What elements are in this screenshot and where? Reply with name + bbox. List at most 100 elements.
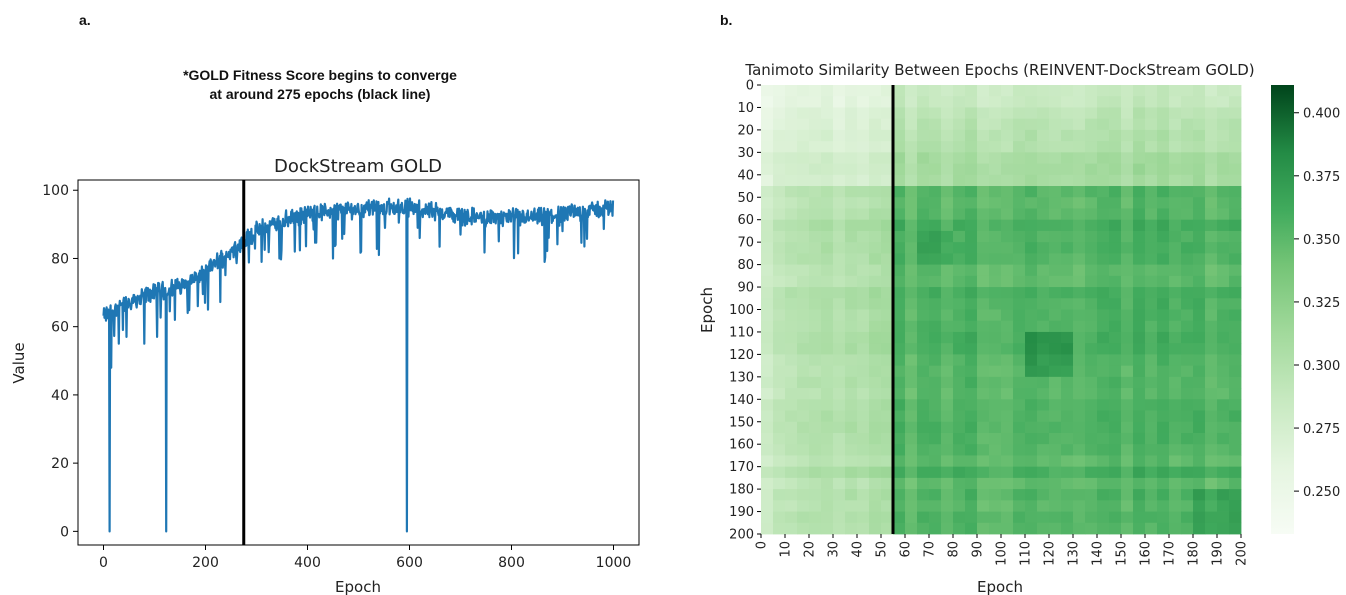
heatmap-cell <box>785 287 798 299</box>
heatmap-cell <box>1145 455 1158 468</box>
heatmap-cell <box>857 432 870 445</box>
heatmap-cell <box>965 174 978 187</box>
y-tick-label: 80 <box>737 258 754 273</box>
heatmap-cell <box>1037 197 1050 209</box>
heatmap-cell <box>1157 455 1170 468</box>
heatmap-cell <box>845 129 858 142</box>
heatmap-cell <box>1097 107 1110 120</box>
heatmap-cell <box>1229 354 1242 367</box>
heatmap-cell <box>1097 320 1110 333</box>
heatmap-cell <box>1061 331 1074 344</box>
colorbar-tick-label: 0.400 <box>1303 107 1340 122</box>
heatmap-cell <box>905 186 918 198</box>
heatmap-cell <box>989 107 1002 120</box>
heatmap-cell <box>905 208 918 221</box>
heatmap-cell <box>881 163 894 176</box>
heatmap-cell <box>1049 186 1062 198</box>
heatmap-cell <box>1169 264 1182 277</box>
heatmap-cell <box>905 376 918 389</box>
heatmap-cell <box>821 85 834 97</box>
heatmap-cell <box>1025 309 1038 322</box>
heatmap-cell <box>1073 477 1086 490</box>
heatmap-cell <box>953 500 966 512</box>
heatmap-cell <box>1001 466 1014 479</box>
heatmap-cell <box>929 376 942 389</box>
heatmap-cell <box>1085 399 1098 411</box>
heatmap-cell <box>1025 365 1038 378</box>
heatmap-cell <box>869 522 882 535</box>
heatmap-cell <box>773 309 786 322</box>
heatmap-cell <box>761 410 774 423</box>
heatmap-cell <box>1109 354 1122 367</box>
heatmap-cell <box>893 287 906 299</box>
heatmap-cell <box>1109 219 1122 232</box>
heatmap-cell <box>1217 152 1230 164</box>
heatmap-cell <box>845 444 858 456</box>
heatmap-cell <box>1001 399 1014 411</box>
heatmap-cell <box>869 331 882 344</box>
heatmap-cell <box>857 522 870 535</box>
heatmap-cell <box>989 118 1002 131</box>
heatmap-cell <box>785 163 798 176</box>
heatmap-cell <box>929 186 942 198</box>
heatmap-cell <box>1169 129 1182 142</box>
heatmap-cell <box>869 197 882 209</box>
heatmap-cell <box>1109 500 1122 512</box>
heatmap-cell <box>1001 309 1014 322</box>
heatmap-cell <box>797 309 810 322</box>
x-tick-label: 180 <box>1187 541 1202 566</box>
heatmap-cell <box>1229 152 1242 164</box>
y-tick-label: 130 <box>729 370 754 385</box>
heatmap-cell <box>761 107 774 120</box>
heatmap-cell <box>905 85 918 97</box>
heatmap-cell <box>857 219 870 232</box>
heatmap-cell <box>977 174 990 187</box>
heatmap-cell <box>1133 320 1146 333</box>
heatmap-cell <box>1229 444 1242 456</box>
heatmap-cell <box>1169 388 1182 400</box>
heatmap-cell <box>1121 410 1134 423</box>
heatmap-cell <box>1049 242 1062 254</box>
heatmap-cell <box>1217 365 1230 378</box>
heatmap-cell <box>809 432 822 445</box>
heatmap-cell <box>1109 376 1122 389</box>
heatmap-cell <box>1061 511 1074 524</box>
heatmap-cell <box>1157 410 1170 423</box>
heatmap-cell <box>1061 287 1074 299</box>
heatmap-cell <box>1157 174 1170 187</box>
heatmap-cell <box>1025 376 1038 389</box>
heatmap-cell <box>1133 511 1146 524</box>
heatmap-cell <box>1121 287 1134 299</box>
heatmap-cell <box>1193 444 1206 456</box>
heatmap-cell <box>977 242 990 254</box>
colorbar-tick-label: 0.325 <box>1303 296 1340 311</box>
heatmap-cell <box>917 141 930 153</box>
heatmap-cell <box>1217 331 1230 344</box>
heatmap-cell <box>773 477 786 490</box>
heatmap-cell <box>809 410 822 423</box>
heatmap-cell <box>1073 96 1086 108</box>
heatmap-cell <box>953 455 966 468</box>
heatmap-cell <box>761 85 774 97</box>
heatmap-cell <box>965 186 978 198</box>
heatmap-cell <box>1145 388 1158 400</box>
heatmap-cell <box>1181 477 1194 490</box>
heatmap-cell <box>881 152 894 164</box>
heatmap-cell <box>1001 152 1014 164</box>
heatmap-cell <box>1097 500 1110 512</box>
heatmap-cell <box>1121 275 1134 288</box>
heatmap-cell <box>1097 118 1110 131</box>
heatmap-cell <box>1181 399 1194 411</box>
heatmap-cell <box>833 85 846 97</box>
heatmap-cell <box>953 309 966 322</box>
heatmap-cell <box>1085 242 1098 254</box>
heatmap-cell <box>989 208 1002 221</box>
heatmap-cell <box>857 388 870 400</box>
heatmap-cell <box>965 152 978 164</box>
y-tick-label: 40 <box>737 168 754 183</box>
heatmap-cell <box>869 511 882 524</box>
heatmap-cell <box>1205 444 1218 456</box>
heatmap-cell <box>797 264 810 277</box>
heatmap-cell <box>1205 208 1218 221</box>
heatmap-cell <box>953 96 966 108</box>
